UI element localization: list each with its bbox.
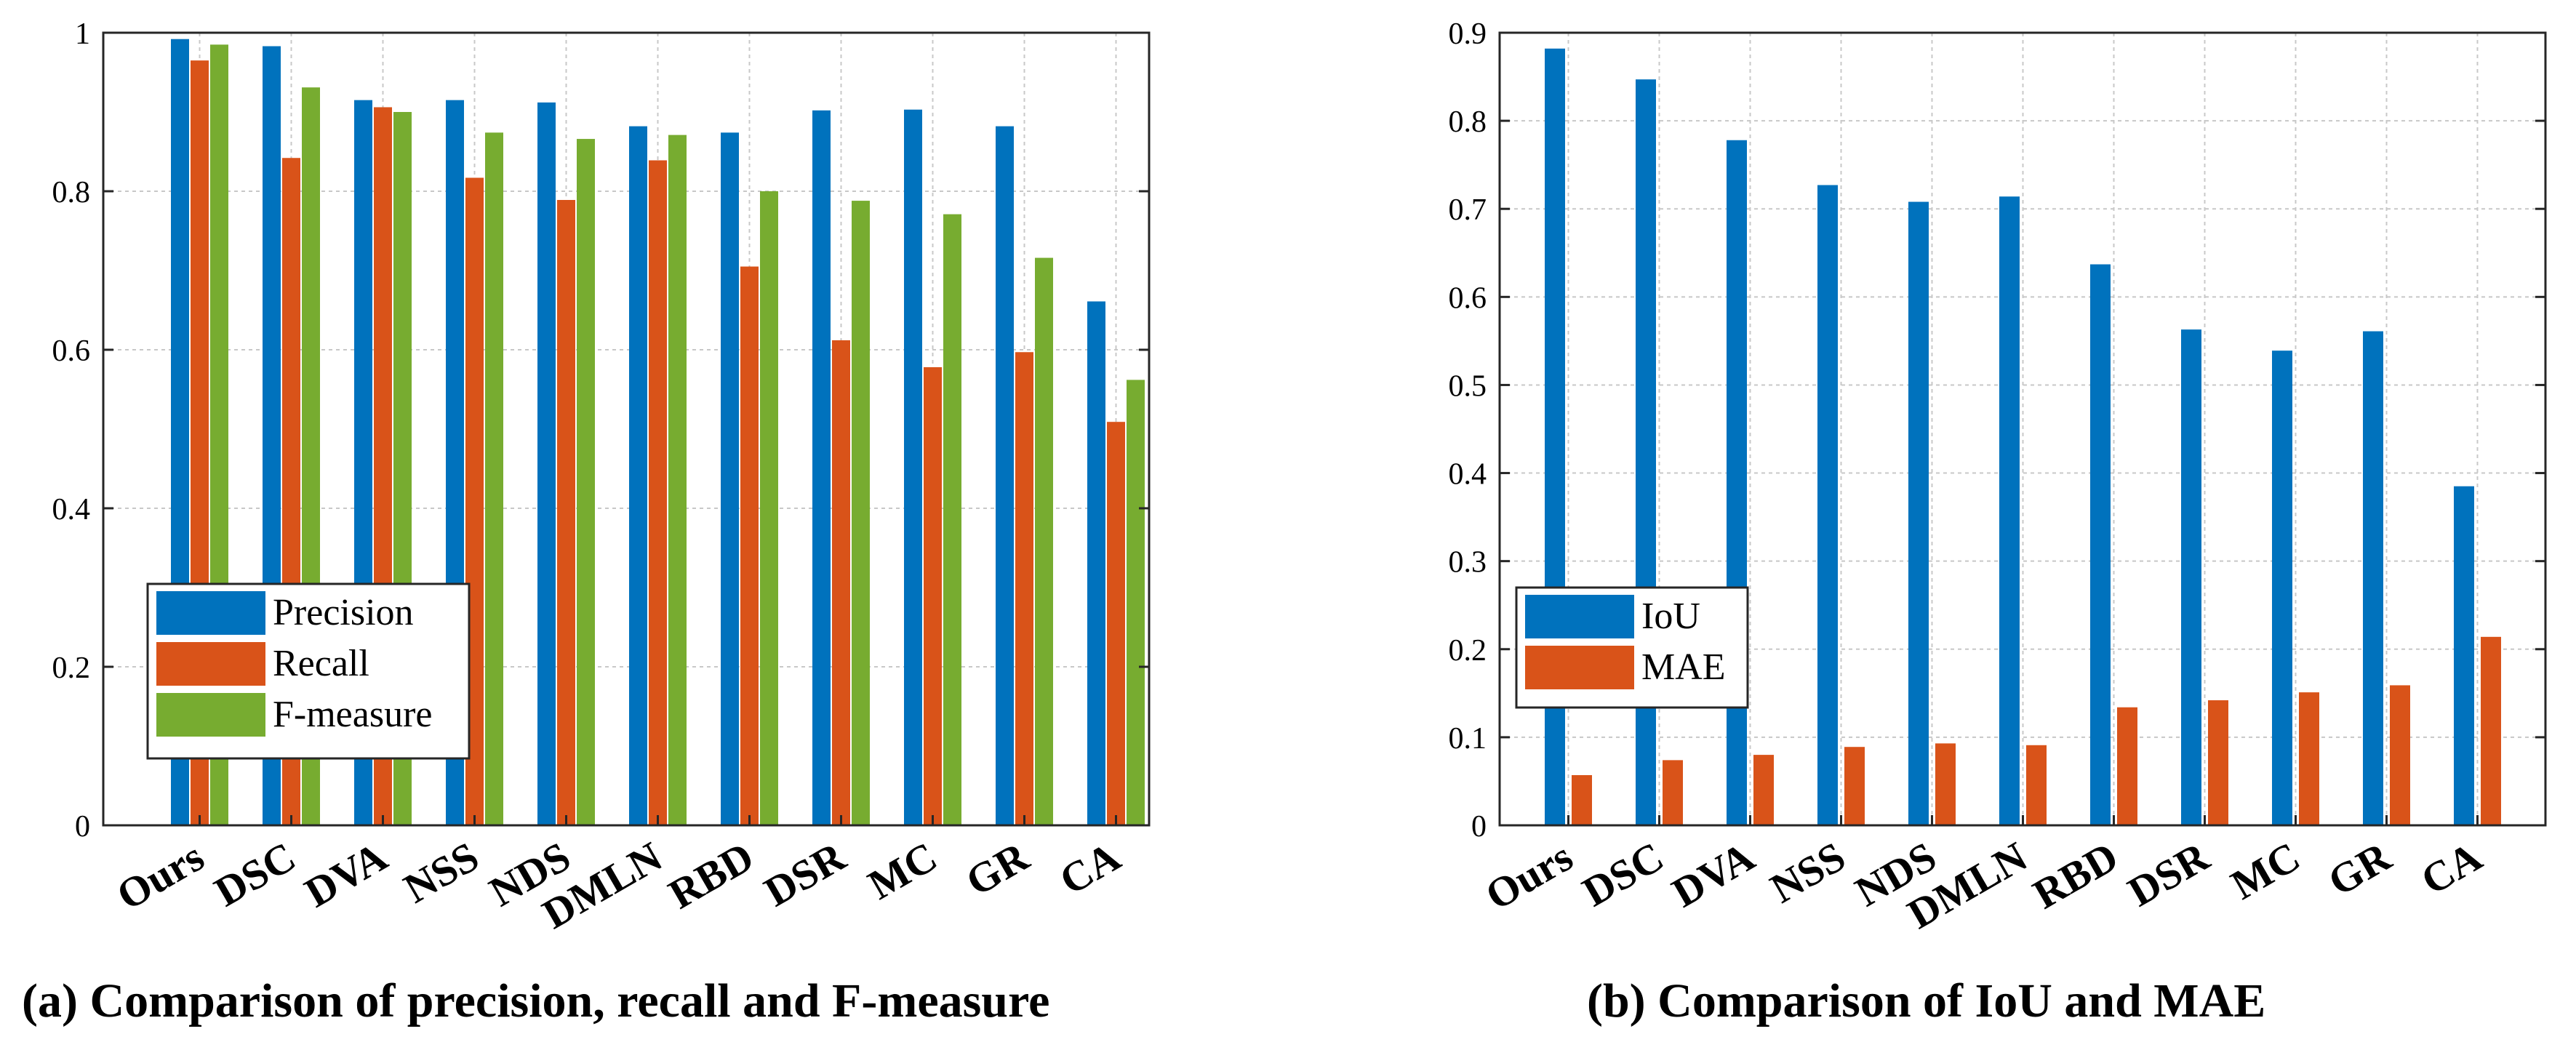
chart-b-xtick-label-mc: MC xyxy=(2223,833,2308,909)
chart-b-bar-iou-dmln xyxy=(1999,196,2020,825)
chart-b-ytick-label: 0.7 xyxy=(1449,193,1487,227)
chart-a-legend-label-f-measure: F-measure xyxy=(273,694,432,735)
chart-b-bar-mae-rbd xyxy=(2117,707,2137,825)
chart-b-legend-label-iou: IoU xyxy=(1641,596,1700,637)
chart-b-bar-mae-nss xyxy=(1844,747,1865,825)
chart-b-ytick-label: 0.3 xyxy=(1449,546,1487,580)
chart-a-xtick-label-rbd: RBD xyxy=(660,833,761,918)
chart-b-ytick-label: 0.5 xyxy=(1449,369,1487,403)
chart-a-bar-f-measure-ca xyxy=(1127,380,1145,825)
chart-a-xtick-label-gr: GR xyxy=(958,832,1037,905)
chart-a-xtick-label-mc: MC xyxy=(860,833,945,909)
chart-a-bar-precision-dmln xyxy=(629,126,647,825)
chart-a-caption: (a) Comparison of precision, recall and … xyxy=(22,974,1049,1027)
chart-b-bar-mae-ours xyxy=(1572,774,1592,825)
chart-a-bar-precision-ca xyxy=(1087,301,1105,825)
chart-b-bar-iou-ours xyxy=(1545,48,1565,825)
chart-b-xtick-label-rbd: RBD xyxy=(2025,833,2126,918)
chart-b-bar-iou-dsr xyxy=(2181,329,2201,826)
chart-a-bar-recall-ca xyxy=(1107,422,1125,825)
chart-a-bar-recall-mc xyxy=(924,366,942,826)
chart-b-bar-mae-dmln xyxy=(2026,745,2047,825)
chart-a-bar-f-measure-rbd xyxy=(760,191,778,825)
chart-a-bar-f-measure-gr xyxy=(1035,257,1053,825)
chart-b-bar-mae-gr xyxy=(2390,685,2410,825)
chart-b-bar-iou-nss xyxy=(1817,185,1838,825)
chart-b-bar-iou-ca xyxy=(2454,486,2474,825)
chart-b-bar-mae-dsr xyxy=(2208,700,2228,825)
chart-a-bar-f-measure-nss xyxy=(485,132,503,826)
chart-a-bar-f-measure-mc xyxy=(943,214,961,825)
chart-a-xtick-label-nss: NSS xyxy=(396,833,487,912)
chart-b-ytick-label: 0.8 xyxy=(1449,105,1487,139)
chart-a-xtick-label-dsc: DSC xyxy=(207,833,303,915)
chart-a-bar-recall-nds xyxy=(557,199,575,825)
chart-a-bar-f-measure-dsr xyxy=(852,201,870,826)
chart-a-legend-swatch-f-measure xyxy=(156,693,265,737)
chart-b-ytick-label: 0.4 xyxy=(1449,458,1487,492)
chart-a-bar-recall-dsr xyxy=(832,340,850,825)
chart-b-ytick-label: 0 xyxy=(1471,810,1487,843)
chart-b-bar-iou-gr xyxy=(2363,331,2383,826)
chart-b-bar-mae-nds xyxy=(1935,743,1956,825)
chart-a-xtick-label-dsr: DSR xyxy=(756,832,854,915)
chart-a-legend-label-precision: Precision xyxy=(273,592,414,633)
chart-b-legend-label-mae: MAE xyxy=(1641,646,1726,688)
chart-a-ytick-label: 0.6 xyxy=(52,334,91,368)
chart-b-xtick-label-dva: DVA xyxy=(1664,833,1762,916)
chart-b-ytick-label: 0.6 xyxy=(1449,281,1487,315)
chart-b-ytick-label: 0.9 xyxy=(1449,17,1487,51)
chart-b-xtick-label-nss: NSS xyxy=(1762,833,1853,912)
chart-b-bar-iou-nds xyxy=(1908,201,1929,825)
chart-b-bar-mae-mc xyxy=(2299,692,2319,825)
chart-a-bar-precision-nds xyxy=(537,102,556,826)
chart-b-ytick-label: 0.1 xyxy=(1449,722,1487,756)
chart-b-xtick-label-gr: GR xyxy=(2320,832,2399,905)
chart-a-ytick-label: 0.8 xyxy=(52,176,91,209)
chart-a-bar-precision-dsr xyxy=(812,110,831,825)
chart-a-legend-swatch-precision xyxy=(156,591,265,635)
chart-a-bar-recall-gr xyxy=(1015,352,1033,825)
chart-b-bar-iou-mc xyxy=(2272,350,2292,825)
chart-a-bar-precision-mc xyxy=(904,109,922,826)
chart-a-bar-recall-dmln xyxy=(649,160,667,826)
chart-b-ytick-label: 0.2 xyxy=(1449,634,1487,668)
chart-a-legend-swatch-recall xyxy=(156,642,265,686)
chart-b-legend-swatch-iou xyxy=(1525,595,1634,638)
chart-a-xtick-label-ours: Ours xyxy=(109,833,212,919)
chart-a-bar-precision-rbd xyxy=(721,132,739,826)
chart-b-xtick-label-ours: Ours xyxy=(1478,833,1580,919)
chart-a-xtick-label-ca: CA xyxy=(1052,833,1128,904)
chart-b-xtick-label-dsr: DSR xyxy=(2120,832,2217,915)
chart-b-bar-mae-dsc xyxy=(1663,760,1683,825)
chart-a-bar-f-measure-nds xyxy=(577,139,595,825)
chart-b-xtick-label-ca: CA xyxy=(2413,833,2489,904)
chart-a-axes-box xyxy=(102,31,1151,827)
chart-b-bar-iou-dsc xyxy=(1636,79,1656,826)
chart-b-bar-mae-ca xyxy=(2481,636,2501,825)
chart-a-bar-precision-gr xyxy=(996,126,1014,825)
chart-a-legend-label-recall: Recall xyxy=(273,643,369,684)
chart-a-xtick-label-dva: DVA xyxy=(297,833,395,916)
chart-b-xtick-label-dsc: DSC xyxy=(1575,833,1671,915)
chart-a-bar-f-measure-dmln xyxy=(668,135,687,826)
chart-a-ytick-label: 0.2 xyxy=(52,652,91,685)
chart-a-ytick-label: 0 xyxy=(75,810,90,843)
chart-a-ytick-label: 1 xyxy=(75,17,90,51)
chart-b-bar-mae-dva xyxy=(1753,755,1774,825)
chart-b-bar-iou-dva xyxy=(1727,140,1747,825)
chart-b-legend-swatch-mae xyxy=(1525,646,1634,689)
chart-b-bar-iou-rbd xyxy=(2090,264,2111,825)
chart-a-ytick-label: 0.4 xyxy=(52,493,91,526)
chart-b-caption: (b) Comparison of IoU and MAE xyxy=(1587,974,2265,1027)
chart-a-bar-recall-rbd xyxy=(740,266,759,825)
